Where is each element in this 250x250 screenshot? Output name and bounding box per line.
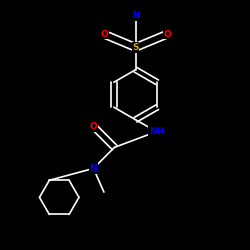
Text: O: O — [163, 30, 171, 39]
Text: O: O — [90, 122, 97, 131]
Text: N: N — [90, 164, 97, 173]
Text: O: O — [100, 30, 108, 39]
Text: N: N — [132, 11, 139, 20]
Text: NH: NH — [149, 127, 164, 136]
Text: S: S — [132, 43, 139, 52]
